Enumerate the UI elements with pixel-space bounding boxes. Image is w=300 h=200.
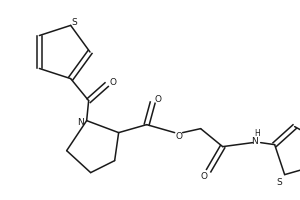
Text: O: O xyxy=(109,78,116,87)
Text: S: S xyxy=(277,178,283,187)
Text: O: O xyxy=(154,95,161,104)
Text: N: N xyxy=(77,118,84,127)
Text: S: S xyxy=(72,18,77,27)
Text: H: H xyxy=(254,129,260,138)
Text: O: O xyxy=(200,172,207,181)
Text: O: O xyxy=(175,132,182,141)
Text: N: N xyxy=(251,137,258,146)
